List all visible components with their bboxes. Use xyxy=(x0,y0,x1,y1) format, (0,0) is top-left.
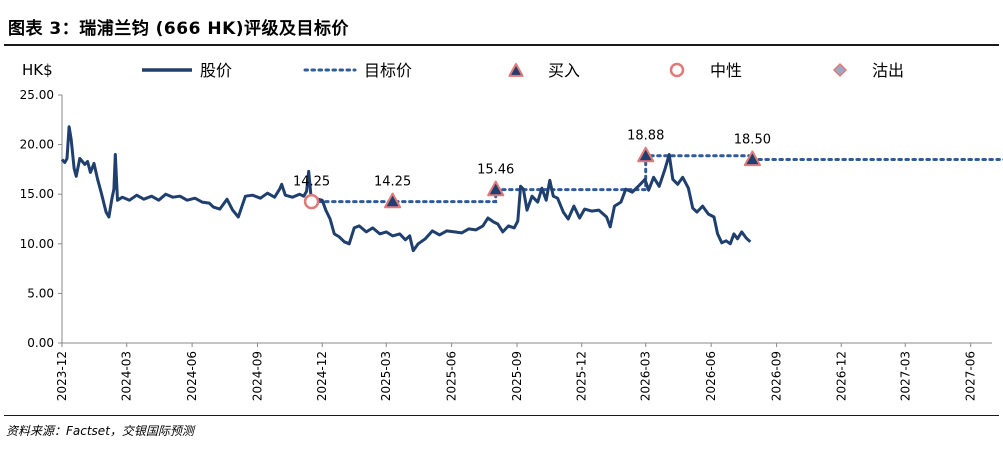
target-price-label: 18.50 xyxy=(734,132,771,147)
legend-sell-label: 沽出 xyxy=(872,61,904,80)
axes: 0.00 5.00 10.00 15.00 20.00 25.00 HK$ 2023-12 20… xyxy=(20,61,992,401)
x-tick-label: 2025-12 xyxy=(575,351,589,401)
x-tick-label: 2026-06 xyxy=(704,351,718,401)
title-divider xyxy=(4,44,999,46)
x-tick-label: 2024-03 xyxy=(120,351,134,401)
x-tick-label: 2024-06 xyxy=(185,351,199,401)
neutral-marker xyxy=(303,193,320,210)
y-tick-label: 15.00 xyxy=(20,187,54,201)
y-tick-label: 25.00 xyxy=(20,88,54,102)
buy-marker xyxy=(743,150,761,167)
legend-buy-label: 买入 xyxy=(548,61,580,80)
legend-target-label: 目标价 xyxy=(364,61,412,80)
x-tick-label: 2027-03 xyxy=(898,351,912,401)
target-price-label: 14.25 xyxy=(374,175,411,190)
buy-marker xyxy=(384,192,402,209)
rating-markers: 14.25 14.25 15.46 18.88 18.50 xyxy=(293,129,771,210)
x-tick-label: 2025-09 xyxy=(510,351,524,401)
target-price-label: 15.46 xyxy=(477,163,514,178)
legend: 股价 目标价 买入 中性 沽出 xyxy=(142,61,904,80)
target-price-label: 14.25 xyxy=(293,175,330,190)
y-tick-label: 0.00 xyxy=(27,336,54,350)
x-tick-label: 2027-06 xyxy=(964,351,978,401)
legend-price-label: 股价 xyxy=(200,61,232,80)
y-tick-label: 20.00 xyxy=(20,138,54,152)
x-tick-label: 2026-09 xyxy=(770,351,784,401)
price-target-chart: 股价 目标价 买入 中性 沽出 0.00 5.00 10.00 15.00 20.00 25.00… xyxy=(20,61,1003,401)
buy-marker xyxy=(637,146,655,163)
source-note: 资料来源：Factset，交银国际预测 xyxy=(6,424,194,438)
unit-label: HK$ xyxy=(22,61,53,79)
target-price-line xyxy=(310,154,1003,204)
y-tick-label: 10.00 xyxy=(20,237,54,251)
x-tick-label: 2026-03 xyxy=(639,351,653,401)
y-tick-label: 5.00 xyxy=(27,286,54,300)
x-tick-label: 2024-09 xyxy=(251,351,265,401)
legend-neutral-label: 中性 xyxy=(710,61,742,80)
x-tick-label: 2025-03 xyxy=(379,351,393,401)
x-tick-label: 2024-12 xyxy=(315,351,329,401)
legend-neutral-swatch xyxy=(669,62,685,78)
buy-marker xyxy=(487,180,505,197)
chart-title: 图表 3：瑞浦兰钧 (666 HK)评级及目标价 xyxy=(8,19,350,39)
legend-buy-swatch xyxy=(508,63,524,77)
source-divider xyxy=(4,415,999,416)
x-tick-label: 2025-06 xyxy=(445,351,459,401)
x-tick-label: 2026-12 xyxy=(834,351,848,401)
share-price-series xyxy=(60,125,752,253)
x-tick-label: 2023-12 xyxy=(55,351,69,401)
share-price-line xyxy=(60,125,752,253)
legend-sell-swatch xyxy=(832,62,848,78)
target-price-series xyxy=(310,154,1003,204)
target-price-label: 18.88 xyxy=(627,129,664,144)
